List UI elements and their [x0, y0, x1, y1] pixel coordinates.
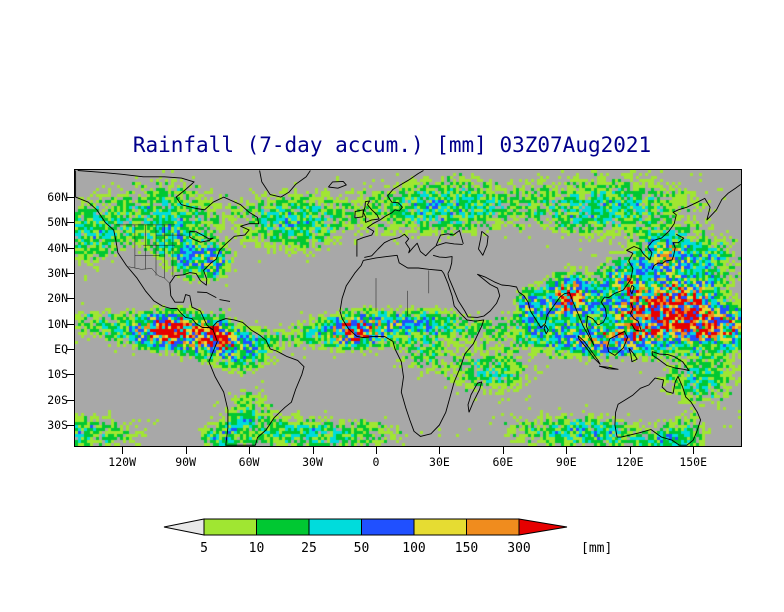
colorbar-overflow-arrow	[518, 518, 568, 536]
lat-tick-mark	[67, 222, 74, 223]
coastline	[651, 233, 685, 271]
coastline	[328, 180, 347, 189]
lon-tick-label: 0	[372, 455, 380, 469]
coastline	[447, 184, 741, 346]
border-line	[128, 266, 170, 284]
colorbar-segment	[308, 518, 362, 536]
lon-tick-mark	[313, 447, 314, 454]
lat-tick-mark	[67, 349, 74, 350]
lat-tick-label: 20S	[47, 392, 68, 407]
coastline	[259, 170, 311, 198]
colorbar-tick-label: 5	[200, 541, 208, 556]
lat-tick-mark	[67, 248, 74, 249]
coastline	[467, 381, 483, 413]
coastline	[651, 351, 690, 371]
lon-tick-label: 120W	[108, 455, 136, 469]
rainfall-field-canvas	[75, 170, 741, 446]
lon-tick-mark	[186, 447, 187, 454]
lon-tick-mark	[439, 447, 440, 454]
coastline	[362, 200, 380, 223]
colorbar-unit-label: [mm]	[581, 541, 612, 556]
coastline	[435, 230, 464, 246]
coastline	[189, 230, 214, 243]
coastline	[75, 170, 260, 331]
colorbar-segment	[413, 518, 467, 536]
lat-tick-mark	[67, 425, 74, 426]
lat-tick-mark	[67, 400, 74, 401]
colorbar-tick-label: 50	[354, 541, 370, 556]
lon-tick-label: 60E	[492, 455, 514, 469]
coastline	[219, 299, 231, 302]
lat-tick-mark	[67, 273, 74, 274]
lat-tick-label: 10S	[47, 367, 68, 382]
colorbar-tick-label: 10	[249, 541, 265, 556]
lon-tick-label: 30E	[429, 455, 450, 469]
lat-tick-label: 10N	[47, 316, 68, 331]
lon-tick-label: 120E	[615, 455, 644, 469]
lon-tick-mark	[630, 447, 631, 454]
lat-tick-label: 60N	[47, 190, 68, 205]
coastline	[478, 230, 489, 256]
lon-tick-label: 30W	[302, 455, 323, 469]
coastline	[577, 335, 601, 365]
coastline	[543, 324, 549, 335]
colorbar-segment	[466, 518, 520, 536]
lat-tick-mark	[67, 298, 74, 299]
lat-tick-label: 30N	[47, 266, 68, 281]
lon-tick-mark	[503, 447, 504, 454]
chart-title: Rainfall (7-day accum.) [mm] 03Z07Aug202…	[132, 133, 652, 157]
colorbar-tick-label: 25	[301, 541, 317, 556]
coastline	[432, 254, 453, 274]
colorbar-underflow-arrow	[163, 518, 205, 536]
lat-tick-mark	[67, 324, 74, 325]
coastline	[607, 330, 629, 356]
colorbar-segment	[361, 518, 415, 536]
colorbar-tick-label: 300	[507, 541, 530, 556]
lat-tick-label: 30S	[47, 417, 68, 432]
lat-tick-label: 20N	[47, 291, 68, 306]
lat-tick-mark	[67, 197, 74, 198]
coastline-overlay	[75, 170, 741, 446]
lon-tick-label: 90W	[175, 455, 196, 469]
map-panel	[74, 169, 742, 447]
coastline	[339, 254, 485, 437]
coastline	[197, 291, 217, 298]
coastline	[628, 347, 638, 363]
lon-tick-label: 60W	[238, 455, 260, 469]
lat-tick-label: 40N	[47, 240, 68, 255]
coastline	[356, 170, 424, 257]
coastline	[629, 302, 642, 332]
colorbar-tick-label: 150	[455, 541, 478, 556]
colorbar-tick-label: 100	[402, 541, 425, 556]
coastline	[364, 233, 463, 258]
lon-tick-mark	[249, 447, 250, 454]
lon-tick-mark	[122, 447, 123, 454]
coastline	[629, 284, 635, 295]
lon-tick-label: 90E	[555, 455, 577, 469]
lon-tick-mark	[376, 447, 377, 454]
lat-tick-label: EQ	[54, 342, 68, 357]
colorbar-segment	[203, 518, 257, 536]
colorbar-segment	[256, 518, 310, 536]
colorbar: 5 10 25 50 100 150 300 [mm]	[163, 518, 612, 556]
coastline	[598, 365, 619, 370]
lat-tick-mark	[67, 374, 74, 375]
coastline	[354, 209, 364, 219]
lat-tick-label: 50N	[47, 215, 68, 230]
coastline	[614, 375, 702, 446]
lon-tick-mark	[693, 447, 694, 454]
lon-tick-mark	[566, 447, 567, 454]
lon-tick-label: 150E	[679, 455, 708, 469]
coastline	[208, 318, 305, 446]
